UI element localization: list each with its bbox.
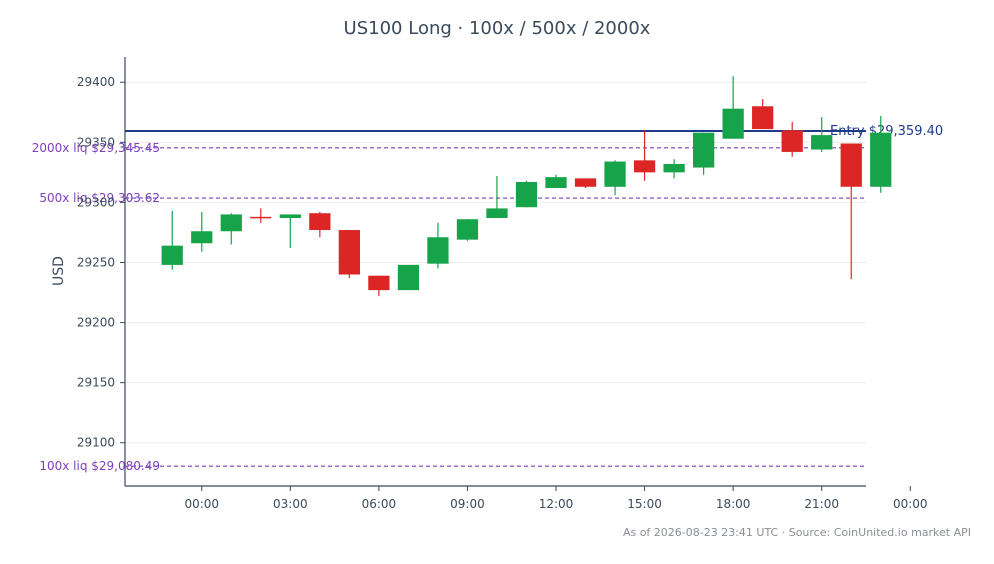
candle-body-up (220, 214, 242, 232)
grid-layer (125, 81, 866, 444)
candle-body-down (338, 230, 360, 275)
candle-layer (161, 76, 892, 297)
y-tick-label: 29400 (77, 75, 115, 89)
y-tick-label: 29350 (77, 135, 115, 149)
candle-body-up (397, 264, 420, 291)
liq-500x-label: 500x liq $29,303.62 (39, 191, 160, 205)
candle-body-up (161, 245, 183, 265)
x-tick-label: 03:00 (273, 497, 308, 511)
y-tick-label: 29100 (77, 436, 115, 450)
y-axis-title: USD (51, 256, 67, 286)
candle-body-up (279, 214, 301, 219)
candle-body-up (191, 231, 213, 244)
candle-body-up (722, 108, 744, 139)
x-tick-label: 15:00 (627, 497, 662, 511)
y-tick-label: 29300 (77, 195, 115, 209)
axis-layer: 29100 29150 29200 29250 29300 29350 29400 00:00… (77, 57, 928, 511)
chart-title: US100 Long · 100x / 500x / 2000x (343, 18, 651, 39)
x-tick-label: 18:00 (716, 497, 751, 511)
candle-body-up (456, 219, 479, 240)
x-tick-label: 12:00 (539, 497, 574, 511)
candle-body-up (870, 132, 892, 187)
source-footnote: As of 2026-08-23 23:41 UTC · Source: Coi… (622, 526, 971, 539)
candle-body-down (368, 275, 390, 291)
candle-body-up (486, 208, 508, 219)
candle-body-up (427, 237, 449, 264)
candle-body-down (781, 130, 803, 152)
level-layer: Entry $29,359.40 2000x liq $29,345.45 500x… (32, 124, 943, 473)
y-tick-label: 29150 (77, 376, 115, 390)
candle-body-up (811, 135, 833, 150)
x-tick-label: 00:00 (184, 497, 219, 511)
x-tick-label: 06:00 (362, 497, 397, 511)
candle-body-down (633, 160, 656, 173)
x-tick-label: 21:00 (804, 497, 839, 511)
candle-body-up (663, 163, 685, 173)
candle-body-up (515, 181, 538, 208)
candle-body-down (250, 216, 272, 219)
candle-body-down (752, 106, 774, 130)
y-tick-label: 29200 (77, 316, 115, 330)
candle-body-up (545, 177, 567, 188)
y-tick-label: 29250 (77, 255, 115, 269)
candle-body-up (693, 132, 715, 168)
candle-body-down (840, 143, 862, 187)
entry-label: Entry $29,359.40 (830, 124, 943, 139)
candle-body-down (309, 213, 331, 231)
liq-100x-label: 100x liq $29,080.49 (39, 459, 160, 473)
liq-2000x-label: 2000x liq $29,345.45 (32, 141, 160, 155)
x-tick-label: 09:00 (450, 497, 485, 511)
candle-body-up (604, 161, 626, 187)
x-tick-label: 00:00 (893, 497, 928, 511)
candle-body-down (574, 178, 597, 187)
